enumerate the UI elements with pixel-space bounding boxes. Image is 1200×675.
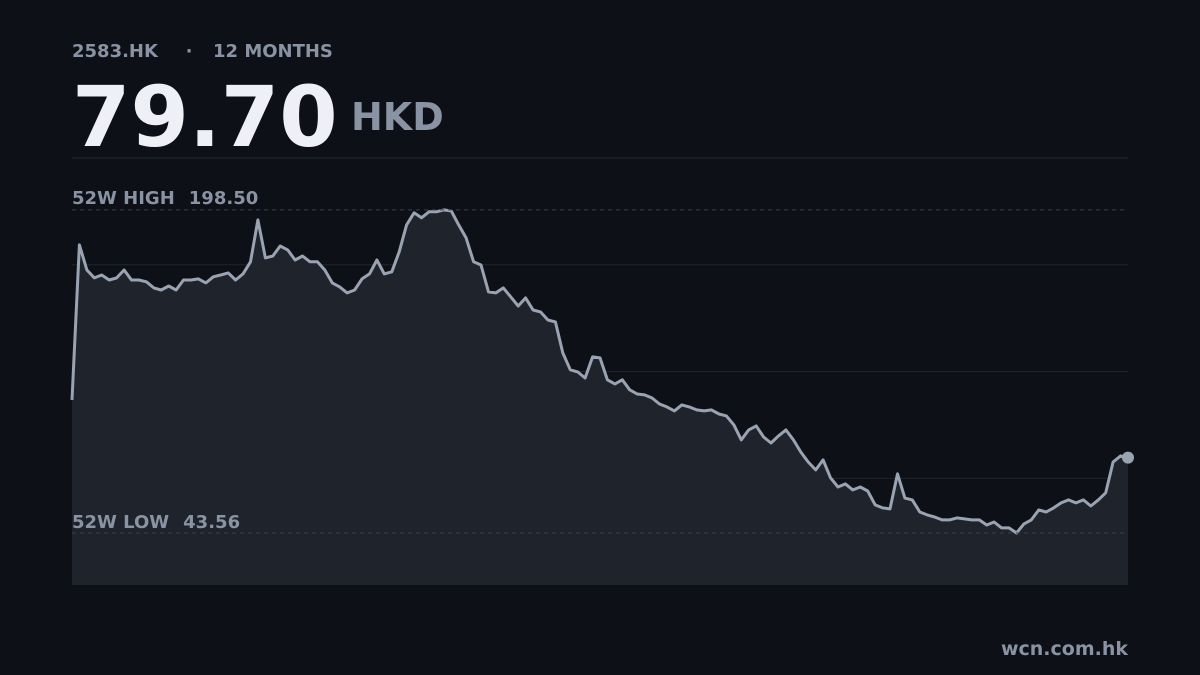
period: 12 MONTHS: [213, 41, 333, 62]
source: wcn.com.hk: [1001, 638, 1128, 660]
separator: ·: [186, 41, 193, 62]
price-line: [70, 208, 1129, 535]
price-area: [72, 209, 1128, 585]
currency: HKD: [351, 95, 444, 139]
high-label-text: 52W HIGH: [72, 188, 175, 209]
price: 79.70: [72, 68, 338, 166]
ticker: 2583.HK: [72, 41, 159, 62]
low-label: 52W LOW 43.56: [72, 512, 240, 533]
high-value: 198.50: [189, 188, 258, 209]
low-label-text: 52W LOW: [72, 512, 169, 533]
high-label: 52W HIGH 198.50: [72, 188, 258, 209]
last-point: [1122, 451, 1134, 464]
low-value: 43.56: [183, 512, 240, 533]
